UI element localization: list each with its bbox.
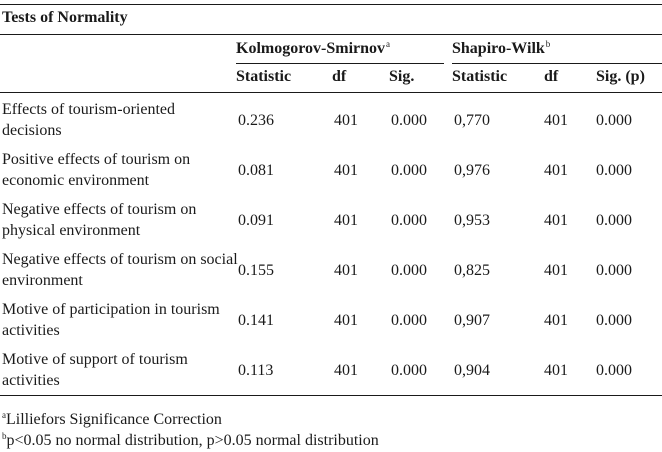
- row-label: Effects of tourism-oriented decisions: [2, 101, 175, 139]
- cell: 0.000: [391, 211, 427, 229]
- col-header-df-sw: df: [544, 68, 559, 85]
- col-header-df: df: [332, 68, 347, 85]
- table-row: Positive effects of tourism on economic …: [0, 145, 662, 195]
- cell: 401: [334, 161, 358, 179]
- table-title: Tests of Normality: [2, 9, 128, 26]
- cell: 0.000: [596, 261, 632, 279]
- footnote-b: bp<0.05 no normal distribution, p>0.05 n…: [2, 431, 379, 449]
- table-row: Motive of support of tourism activities …: [0, 345, 662, 395]
- cell: 0,907: [454, 311, 490, 329]
- col-header-sig: Sig.: [389, 68, 415, 85]
- table-body: Effects of tourism-oriented decisions 0.…: [0, 95, 662, 395]
- cell: 0.141: [238, 311, 274, 329]
- cell: 401: [544, 361, 568, 379]
- cell: 401: [334, 111, 358, 129]
- cell: 401: [334, 211, 358, 229]
- cell: 0.091: [238, 211, 274, 229]
- table-row: Negative effects of tourism on physical …: [0, 195, 662, 245]
- group-underline-sw: [452, 63, 662, 64]
- group-underline-ks: [236, 63, 444, 64]
- cell: 0,770: [454, 111, 490, 129]
- group-header-ks: Kolmogorov-Smirnova: [236, 39, 391, 57]
- cell: 0.000: [596, 161, 632, 179]
- cell: 0.000: [391, 311, 427, 329]
- table-row: Effects of tourism-oriented decisions 0.…: [0, 95, 662, 145]
- table-row: Motive of participation in tourism activ…: [0, 295, 662, 345]
- cell: 0.000: [391, 361, 427, 379]
- table-row: Negative effects of tourism on social en…: [0, 245, 662, 295]
- cell: 0.236: [238, 111, 274, 129]
- cell: 0.000: [596, 361, 632, 379]
- cell: 401: [544, 261, 568, 279]
- cell: 0,904: [454, 361, 490, 379]
- bottom-rule: [0, 395, 662, 396]
- cell: 0.155: [238, 261, 274, 279]
- cell: 0.000: [391, 161, 427, 179]
- cell: 401: [334, 361, 358, 379]
- cell: 0,953: [454, 211, 490, 229]
- cell: 0.000: [596, 311, 632, 329]
- col-header-statistic-sw: Statistic: [452, 68, 508, 85]
- cell: 401: [544, 161, 568, 179]
- row-label: Motive of participation in tourism activ…: [2, 301, 220, 339]
- row-label: Negative effects of tourism on social en…: [2, 251, 238, 289]
- cell: 0,825: [454, 261, 490, 279]
- cell: 0.000: [596, 211, 632, 229]
- row-label: Negative effects of tourism on physical …: [2, 201, 197, 239]
- cell: 401: [544, 311, 568, 329]
- footnote-a: aLilliefors Significance Correction: [2, 410, 222, 428]
- row-label: Positive effects of tourism on economic …: [2, 151, 191, 189]
- col-header-statistic: Statistic: [236, 68, 292, 85]
- cell: 401: [334, 311, 358, 329]
- cell: 0.000: [391, 111, 427, 129]
- cell: 401: [334, 261, 358, 279]
- cell: 0.000: [596, 111, 632, 129]
- group-header-sw: Shapiro-Wilkb: [452, 39, 551, 57]
- row-label: Motive of support of tourism activities: [2, 351, 188, 389]
- header-rule: [0, 92, 662, 93]
- cell: 0.113: [238, 361, 274, 379]
- col-header-sig-p: Sig. (p): [596, 68, 645, 85]
- cell: 0.081: [238, 161, 274, 179]
- cell: 401: [544, 111, 568, 129]
- cell: 401: [544, 211, 568, 229]
- cell: 0.000: [391, 261, 427, 279]
- cell: 0,976: [454, 161, 490, 179]
- top-rule: [0, 4, 662, 5]
- title-rule: [0, 34, 662, 35]
